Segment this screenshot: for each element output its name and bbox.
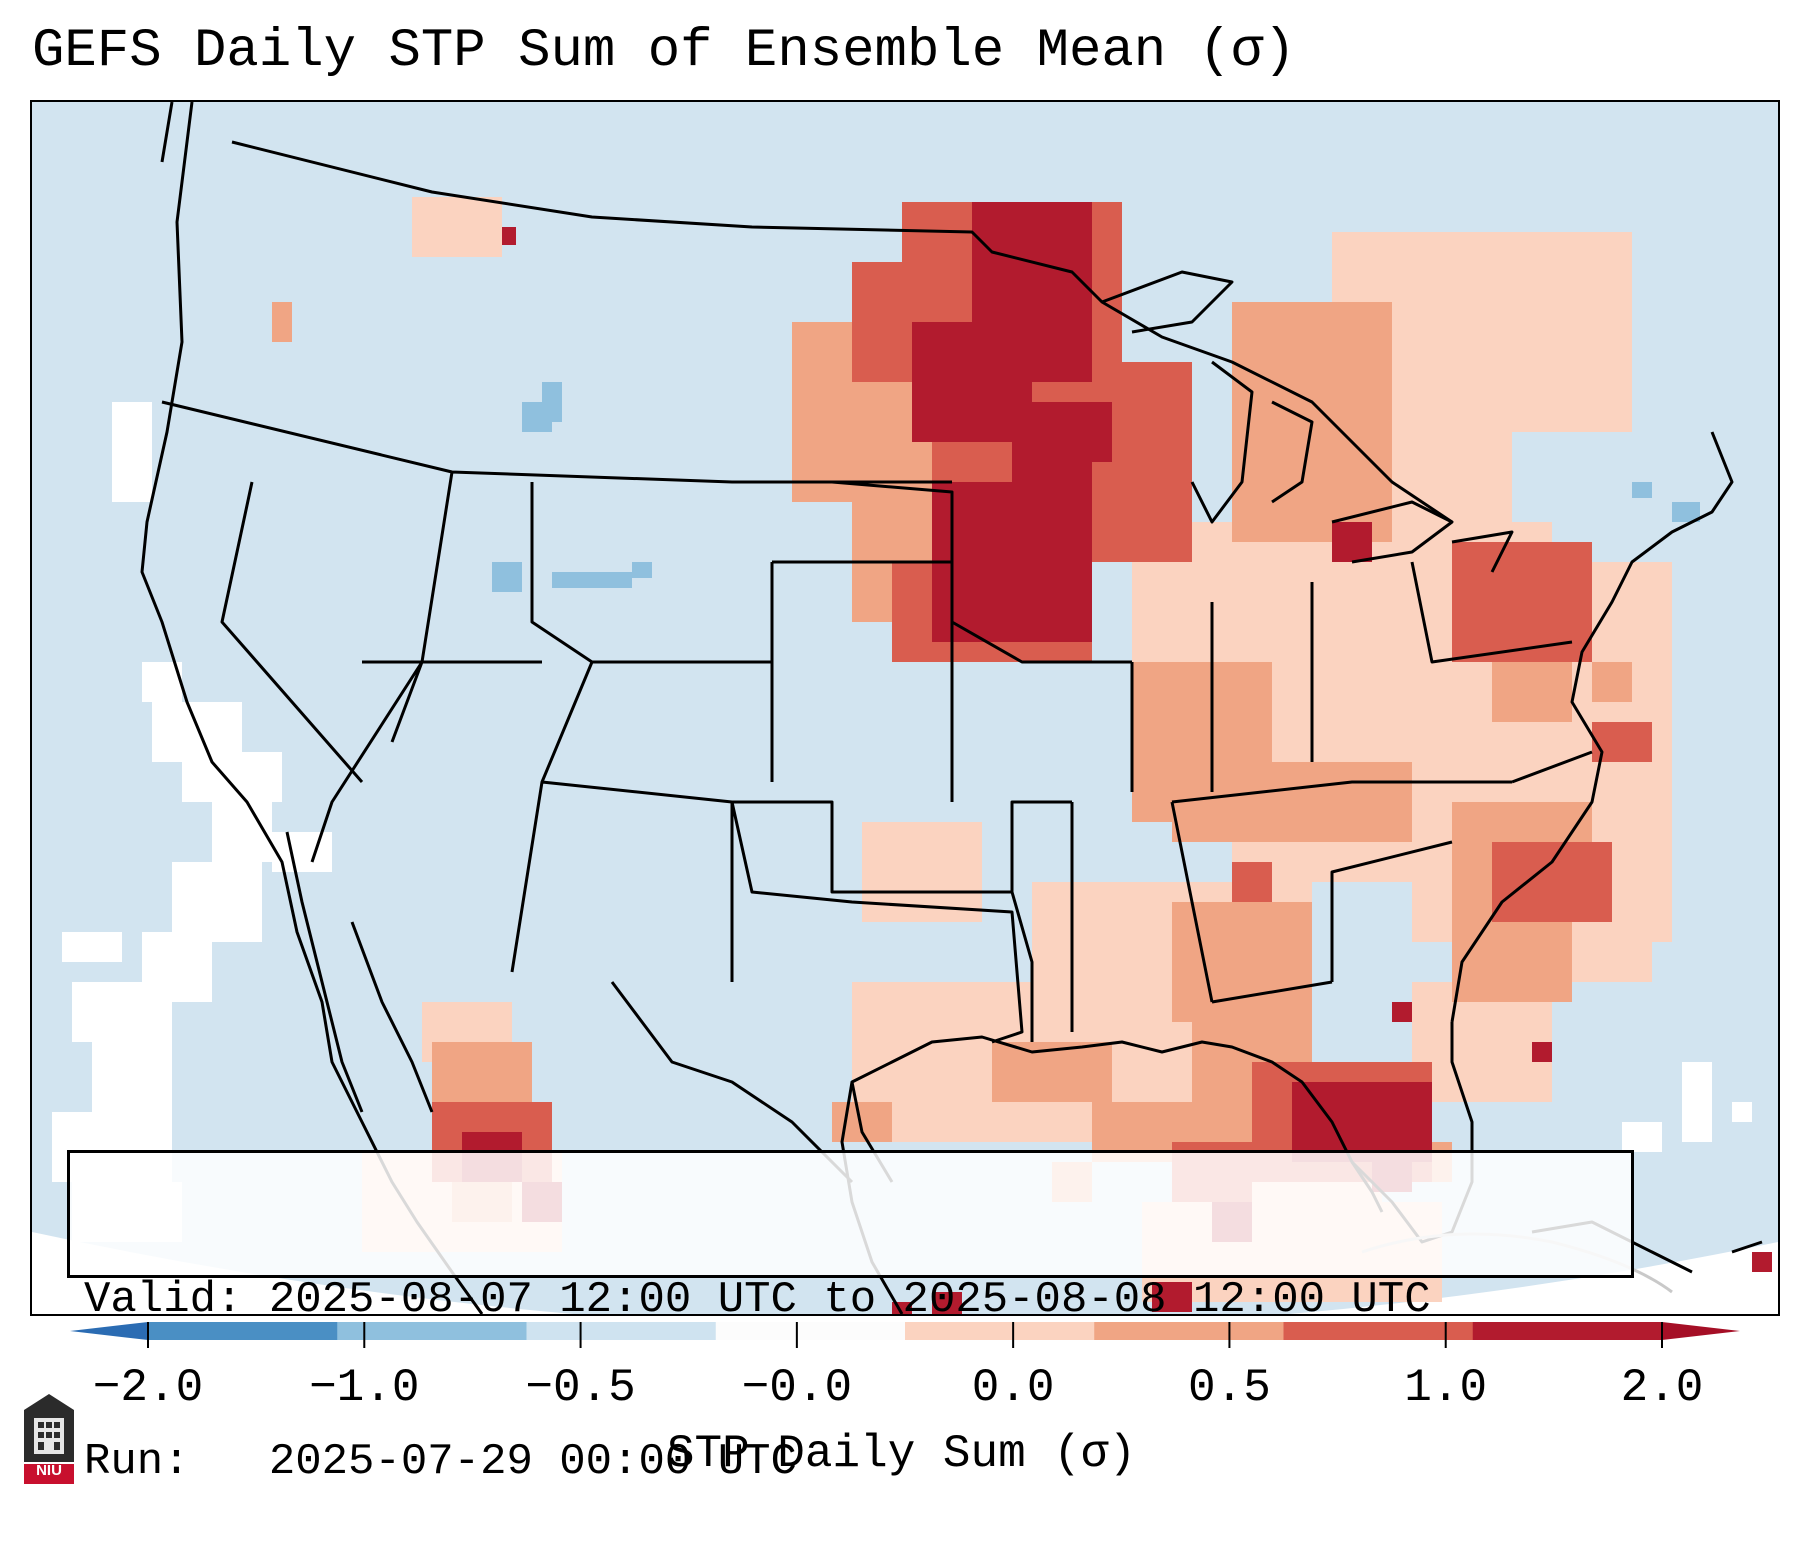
niu-university-logo-icon xyxy=(24,1394,74,1484)
colorbar-tick-label: 2.0 xyxy=(1620,1362,1704,1414)
baja-coastline xyxy=(285,831,434,1113)
colorbar-segment xyxy=(1094,1322,1284,1340)
logo-text: NIU xyxy=(36,1462,62,1479)
colorbar-segment xyxy=(1472,1322,1663,1340)
colorbar-tick-label: −1.0 xyxy=(309,1362,420,1414)
gulf-coastline xyxy=(850,1035,1384,1213)
negative-anomaly-patches xyxy=(492,382,1700,592)
canada-border xyxy=(160,102,1453,524)
colorbar-extend-low xyxy=(70,1322,148,1340)
state-borders xyxy=(161,400,1593,1042)
colorbar-segment xyxy=(1283,1322,1474,1340)
colorbar-tick-label: −0.0 xyxy=(741,1362,853,1414)
niu-logo: NIU xyxy=(20,1392,78,1486)
colorbar-segment xyxy=(905,1322,1095,1340)
colorbar-label: STP Daily Sum (σ) xyxy=(666,1428,1137,1480)
colorbar xyxy=(70,1322,1740,1348)
chart-title: GEFS Daily STP Sum of Ensemble Mean (σ) xyxy=(32,21,1296,82)
valid-time-text: Valid: 2025-08-07 12:00 UTC to 2025-08-0… xyxy=(84,1275,1431,1325)
colorbar-tick-label: 1.0 xyxy=(1404,1362,1488,1414)
colorbar-segment xyxy=(337,1322,527,1340)
colorbar-segment xyxy=(148,1322,338,1340)
colorbar-tick-label: 0.0 xyxy=(971,1362,1055,1414)
colorbar-extend-high xyxy=(1662,1322,1740,1340)
colorbar-tick-label: 0.5 xyxy=(1188,1362,1271,1414)
colorbar-ticks xyxy=(147,1322,1663,1348)
atlantic-coastline xyxy=(1450,431,1734,1023)
colorbar-segment xyxy=(526,1322,717,1340)
colorbar-segment xyxy=(715,1322,906,1340)
validity-info-box: Valid: 2025-08-07 12:00 UTC to 2025-08-0… xyxy=(67,1150,1634,1487)
colorbar-tick-label: −0.5 xyxy=(525,1362,636,1414)
colorbar-segments xyxy=(148,1322,1663,1340)
texas-border xyxy=(610,801,1024,1184)
map-panel[interactable] xyxy=(30,100,1780,1316)
great-lakes xyxy=(1101,270,1514,573)
run-time-text: Run: 2025-07-29 00:00 UTC xyxy=(84,1437,797,1487)
weather-map xyxy=(32,102,1778,1314)
colorbar-tick-label: −2.0 xyxy=(92,1362,204,1414)
